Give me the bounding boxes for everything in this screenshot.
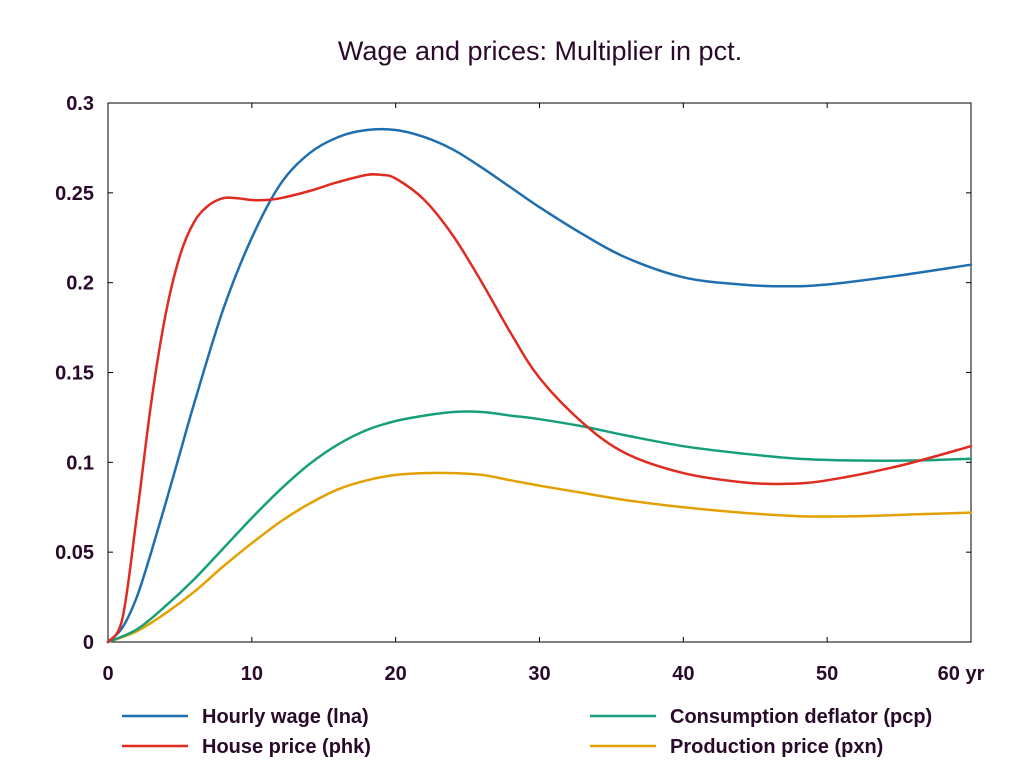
series-lines xyxy=(106,127,973,644)
y-tick-label: 0.1 xyxy=(66,452,94,474)
series-line-consumption-deflator-pcp xyxy=(106,410,973,644)
legend-label: House price (phk) xyxy=(202,736,371,758)
y-axis: 0 0.05 0.1 0.15 0.2 0.25 0.3 xyxy=(55,93,971,654)
x-tick-label: 30 xyxy=(528,663,550,685)
x-tick-label: 60 yr xyxy=(938,663,985,685)
x-tick-label: 0 xyxy=(102,663,113,685)
y-tick-label: 0.25 xyxy=(55,183,94,205)
y-tick-label: 0.2 xyxy=(66,273,94,295)
x-tick-label: 10 xyxy=(241,663,263,685)
legend-label: Consumption deflator (pcp) xyxy=(670,706,932,728)
x-tick-label: 50 xyxy=(816,663,838,685)
x-axis: 0 10 20 30 40 50 60 yr xyxy=(102,103,985,685)
series-line-production-price-pxn xyxy=(106,471,973,644)
legend-label: Hourly wage (lna) xyxy=(202,706,369,728)
x-tick-label: 40 xyxy=(672,663,694,685)
plot-area-frame xyxy=(107,102,972,643)
x-tick-label: 20 xyxy=(385,663,407,685)
series-line-house-price-phk xyxy=(106,172,973,644)
chart-title: Wage and prices: Multiplier in pct. xyxy=(338,36,742,66)
series-line-hourly-wage-lna xyxy=(106,127,973,644)
y-tick-label: 0.05 xyxy=(55,542,94,564)
y-tick-label: 0.3 xyxy=(66,93,94,115)
y-tick-label: 0 xyxy=(83,632,94,654)
y-tick-label: 0.15 xyxy=(55,363,94,385)
legend-label: Production price (pxn) xyxy=(670,736,883,758)
legend: Hourly wage (lna) Consumption deflator (p… xyxy=(122,706,932,758)
